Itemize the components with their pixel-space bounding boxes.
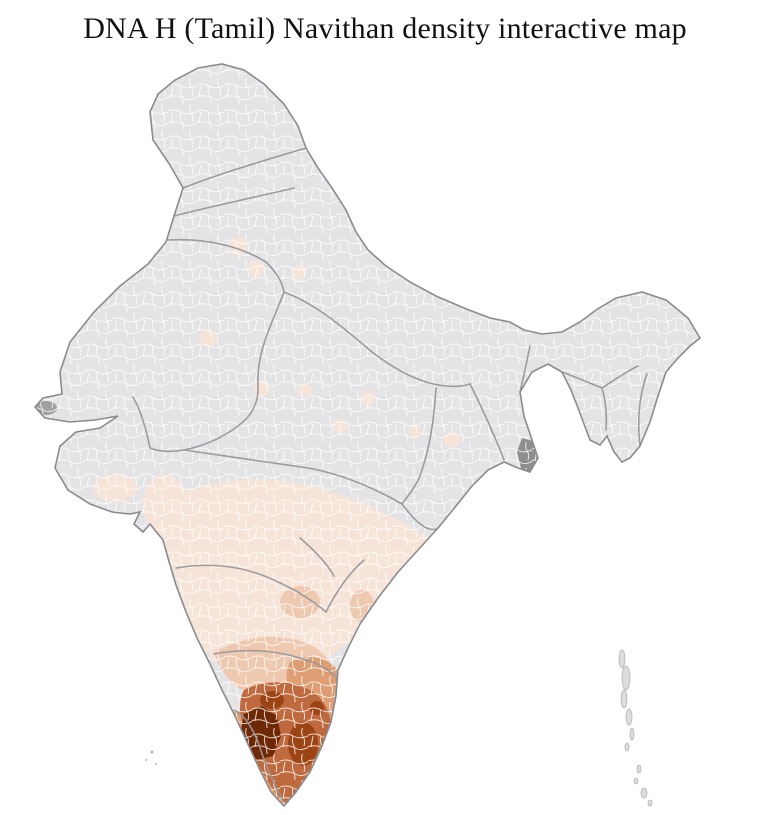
- island[interactable]: [150, 750, 154, 754]
- island[interactable]: [636, 764, 642, 774]
- district-light[interactable]: [298, 383, 312, 397]
- island[interactable]: [145, 759, 147, 761]
- island[interactable]: [640, 787, 648, 799]
- district-light[interactable]: [292, 265, 306, 279]
- lakshadweep-islands[interactable]: [145, 750, 157, 766]
- district-very-high[interactable]: [310, 701, 324, 715]
- district-light[interactable]: [361, 391, 375, 405]
- region-west-bengal-delta[interactable]: [517, 438, 540, 475]
- india-landmass[interactable]: [35, 64, 700, 806]
- district-light[interactable]: [248, 260, 264, 276]
- island[interactable]: [633, 777, 639, 785]
- district-light[interactable]: [412, 558, 428, 574]
- district-light[interactable]: [333, 419, 347, 433]
- andaman-nicobar-islands[interactable]: [618, 649, 653, 807]
- region-gujarat-coast[interactable]: [143, 475, 187, 535]
- district-light[interactable]: [229, 237, 247, 255]
- island[interactable]: [625, 708, 633, 726]
- island[interactable]: [629, 727, 635, 741]
- region-kathiawar-districts[interactable]: [93, 474, 137, 502]
- district-very-high[interactable]: [260, 691, 284, 709]
- island[interactable]: [620, 689, 628, 709]
- map-title: DNA H (Tamil) Navithan density interacti…: [83, 12, 687, 45]
- island[interactable]: [155, 763, 157, 765]
- district-very-high[interactable]: [288, 722, 318, 766]
- island[interactable]: [647, 799, 653, 807]
- district-light[interactable]: [444, 432, 460, 448]
- island[interactable]: [621, 665, 631, 691]
- region-rayalaseema-upper[interactable]: [280, 586, 320, 618]
- region-west-kutch[interactable]: [35, 401, 57, 415]
- region-coastal-andhra[interactable]: [350, 590, 374, 622]
- district-light[interactable]: [461, 553, 479, 571]
- district-light[interactable]: [409, 426, 421, 438]
- district-light[interactable]: [254, 380, 270, 396]
- island[interactable]: [624, 742, 630, 752]
- island[interactable]: [618, 649, 626, 669]
- district-light[interactable]: [199, 329, 217, 347]
